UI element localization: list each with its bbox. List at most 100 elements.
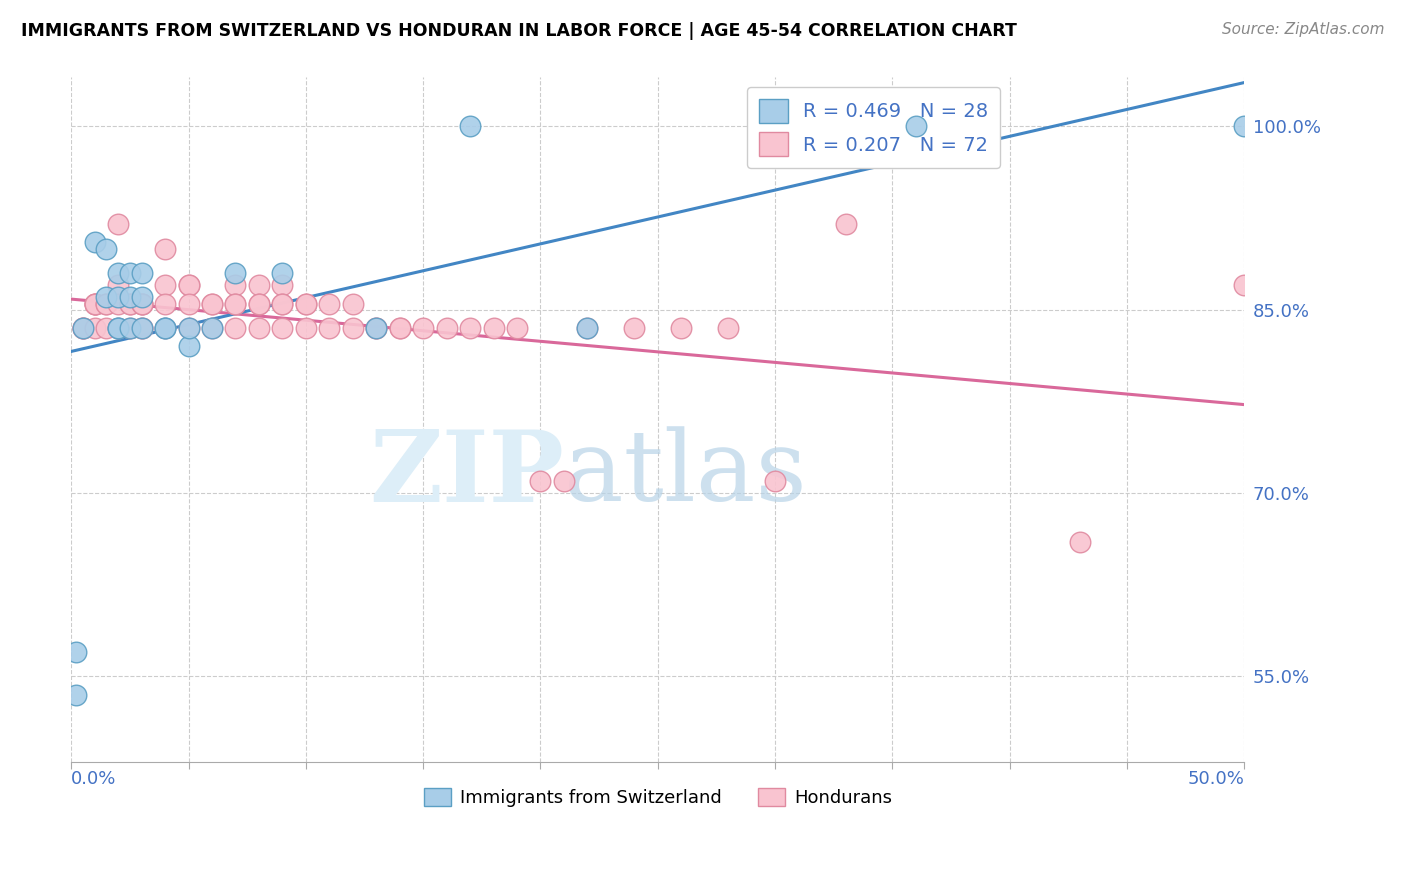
Point	[295, 296, 318, 310]
Point	[201, 296, 224, 310]
Point	[247, 296, 270, 310]
Point	[671, 321, 693, 335]
Point	[177, 278, 200, 293]
Point	[366, 321, 388, 335]
Point	[107, 266, 129, 280]
Point	[763, 474, 786, 488]
Point	[904, 120, 927, 134]
Point	[96, 321, 118, 335]
Point	[83, 235, 105, 250]
Text: atlas: atlas	[564, 426, 807, 522]
Point	[153, 321, 176, 335]
Point	[131, 296, 153, 310]
Point	[96, 290, 118, 304]
Point	[271, 278, 294, 293]
Point	[107, 321, 129, 335]
Point	[623, 321, 645, 335]
Point	[388, 321, 411, 335]
Point	[107, 278, 129, 293]
Point	[72, 321, 94, 335]
Point	[96, 296, 118, 310]
Point	[83, 296, 105, 310]
Point	[65, 645, 87, 659]
Point	[118, 296, 141, 310]
Point	[295, 296, 318, 310]
Point	[342, 321, 364, 335]
Point	[224, 278, 246, 293]
Point	[482, 321, 505, 335]
Point	[224, 266, 246, 280]
Point	[271, 321, 294, 335]
Point	[131, 321, 153, 335]
Point	[834, 217, 856, 231]
Point	[72, 321, 94, 335]
Point	[436, 321, 458, 335]
Point	[131, 266, 153, 280]
Point	[224, 296, 246, 310]
Point	[388, 321, 411, 335]
Text: ZIP: ZIP	[370, 425, 564, 523]
Point	[107, 321, 129, 335]
Point	[153, 296, 176, 310]
Point	[177, 321, 200, 335]
Point	[247, 321, 270, 335]
Point	[295, 321, 318, 335]
Point	[576, 321, 599, 335]
Point	[107, 321, 129, 335]
Point	[318, 296, 340, 310]
Point	[271, 266, 294, 280]
Point	[131, 296, 153, 310]
Point	[118, 290, 141, 304]
Point	[131, 321, 153, 335]
Point	[96, 296, 118, 310]
Point	[83, 321, 105, 335]
Point	[1069, 534, 1091, 549]
Point	[247, 278, 270, 293]
Point	[177, 278, 200, 293]
Point	[83, 296, 105, 310]
Point	[107, 217, 129, 231]
Point	[131, 321, 153, 335]
Point	[177, 296, 200, 310]
Point	[366, 321, 388, 335]
Point	[224, 321, 246, 335]
Point	[72, 321, 94, 335]
Point	[107, 290, 129, 304]
Point	[153, 242, 176, 256]
Point	[83, 296, 105, 310]
Point	[65, 688, 87, 702]
Point	[201, 321, 224, 335]
Point	[247, 296, 270, 310]
Point	[412, 321, 434, 335]
Point	[131, 296, 153, 310]
Point	[1233, 120, 1256, 134]
Text: 0.0%: 0.0%	[72, 771, 117, 789]
Point	[131, 290, 153, 304]
Point	[118, 321, 141, 335]
Point	[83, 296, 105, 310]
Point	[201, 296, 224, 310]
Point	[318, 321, 340, 335]
Point	[177, 321, 200, 335]
Legend: Immigrants from Switzerland, Hondurans: Immigrants from Switzerland, Hondurans	[416, 780, 898, 814]
Point	[271, 296, 294, 310]
Point	[342, 296, 364, 310]
Point	[717, 321, 740, 335]
Point	[1233, 278, 1256, 293]
Point	[107, 296, 129, 310]
Point	[576, 321, 599, 335]
Point	[118, 266, 141, 280]
Point	[177, 339, 200, 353]
Text: Source: ZipAtlas.com: Source: ZipAtlas.com	[1222, 22, 1385, 37]
Point	[118, 321, 141, 335]
Point	[553, 474, 575, 488]
Point	[529, 474, 551, 488]
Point	[96, 242, 118, 256]
Point	[201, 321, 224, 335]
Point	[224, 296, 246, 310]
Point	[506, 321, 529, 335]
Text: 50.0%: 50.0%	[1188, 771, 1244, 789]
Point	[458, 321, 481, 335]
Point	[271, 296, 294, 310]
Point	[153, 321, 176, 335]
